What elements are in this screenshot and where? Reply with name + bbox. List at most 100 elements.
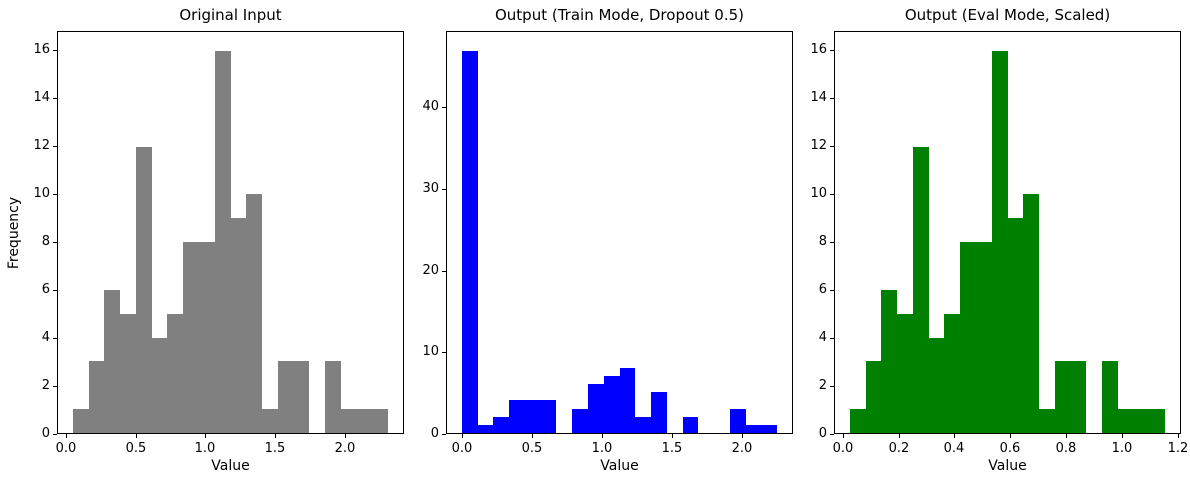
x-tick-label: 0.6 xyxy=(999,441,1021,456)
y-tick-mark xyxy=(442,189,446,190)
x-tick-label: 0.4 xyxy=(943,441,965,456)
x-tick-label: 1.0 xyxy=(591,441,613,456)
y-tick-label: 14 xyxy=(33,90,50,105)
histogram-bar xyxy=(929,338,944,433)
histogram-bar xyxy=(509,400,525,433)
x-tick-mark xyxy=(954,434,955,438)
y-tick-label: 8 xyxy=(41,234,50,249)
x-tick-label: 0.2 xyxy=(888,441,910,456)
y-tick-label: 0 xyxy=(41,426,50,441)
y-tick-label: 20 xyxy=(422,263,439,278)
y-tick-mark xyxy=(53,194,57,195)
x-tick-mark xyxy=(602,434,603,438)
histogram-bar xyxy=(478,425,493,433)
x-tick-label: 0.0 xyxy=(832,441,854,456)
histogram-bar xyxy=(572,409,588,433)
histogram-bar xyxy=(850,409,866,433)
x-tick-label: 0.0 xyxy=(451,441,473,456)
histogram-bar xyxy=(183,242,199,433)
histogram-bar xyxy=(167,314,183,433)
y-tick-label: 6 xyxy=(41,282,50,297)
y-tick-label: 16 xyxy=(810,42,827,57)
x-tick-mark xyxy=(136,434,137,438)
histogram-bar xyxy=(294,361,309,433)
x-tick-mark xyxy=(1010,434,1011,438)
x-tick-mark xyxy=(345,434,346,438)
histogram-bar xyxy=(651,392,667,433)
y-tick-mark xyxy=(830,338,834,339)
histogram-bar xyxy=(525,400,541,433)
chart-title: Original Input xyxy=(179,6,282,24)
histogram-bar xyxy=(541,400,556,433)
x-tick-label: 0.8 xyxy=(1055,441,1077,456)
y-tick-mark xyxy=(53,338,57,339)
y-tick-mark xyxy=(442,434,446,435)
x-tick-label: 1.5 xyxy=(264,441,286,456)
histogram-bar xyxy=(881,290,897,433)
x-tick-mark xyxy=(205,434,206,438)
histogram-bar xyxy=(325,361,341,433)
histogram-bar xyxy=(199,242,215,433)
y-tick-mark xyxy=(53,386,57,387)
y-tick-mark xyxy=(830,194,834,195)
histogram-bar xyxy=(246,194,262,433)
histogram-bar xyxy=(120,314,136,433)
y-tick-mark xyxy=(830,50,834,51)
histogram-bar xyxy=(73,409,89,433)
x-axis-label: Value xyxy=(211,458,250,474)
y-tick-label: 4 xyxy=(41,330,50,345)
x-axis-label: Value xyxy=(988,458,1027,474)
y-tick-label: 8 xyxy=(818,234,827,249)
y-tick-mark xyxy=(830,146,834,147)
y-tick-label: 4 xyxy=(818,330,827,345)
x-tick-mark xyxy=(462,434,463,438)
histogram-bar xyxy=(897,314,913,433)
y-tick-label: 6 xyxy=(818,282,827,297)
y-tick-mark xyxy=(830,290,834,291)
histogram-bar xyxy=(746,425,761,433)
histogram-bar xyxy=(588,384,604,433)
x-tick-label: 0.5 xyxy=(125,441,147,456)
chart-title: Output (Train Mode, Dropout 0.5) xyxy=(494,6,745,24)
y-tick-mark xyxy=(53,242,57,243)
x-tick-label: 1.0 xyxy=(1111,441,1133,456)
y-tick-label: 2 xyxy=(41,378,50,393)
histogram-bar xyxy=(1118,409,1134,433)
y-tick-mark xyxy=(53,146,57,147)
histogram-bar xyxy=(262,409,278,433)
histogram-bar xyxy=(1008,218,1023,433)
x-tick-mark xyxy=(66,434,67,438)
histogram-bar xyxy=(231,218,246,433)
plot-area xyxy=(834,31,1181,434)
histogram-bar xyxy=(1149,409,1165,433)
histogram-bar xyxy=(944,314,960,433)
histogram-bar xyxy=(152,338,167,433)
plot-area xyxy=(446,31,793,434)
y-tick-mark xyxy=(53,50,57,51)
x-tick-label: 1.5 xyxy=(661,441,683,456)
histogram-bar xyxy=(761,425,777,433)
x-tick-label: 0.5 xyxy=(521,441,543,456)
histogram-bar xyxy=(278,361,294,433)
histogram-bar xyxy=(104,290,120,433)
histogram-bar xyxy=(604,376,620,433)
histogram-bar xyxy=(866,361,881,433)
y-tick-label: 0 xyxy=(430,426,439,441)
y-tick-mark xyxy=(442,107,446,108)
chart-title: Output (Eval Mode, Scaled) xyxy=(904,6,1111,24)
x-tick-mark xyxy=(672,434,673,438)
histogram-bar xyxy=(730,409,746,433)
y-tick-label: 10 xyxy=(810,186,827,201)
x-tick-mark xyxy=(843,434,844,438)
y-tick-label: 12 xyxy=(810,138,827,153)
histogram-bar xyxy=(462,51,478,433)
x-tick-mark xyxy=(899,434,900,438)
x-tick-label: 2.0 xyxy=(731,441,753,456)
y-tick-mark xyxy=(53,98,57,99)
x-tick-mark xyxy=(1066,434,1067,438)
x-tick-label: 0.0 xyxy=(55,441,77,456)
y-tick-label: 10 xyxy=(33,186,50,201)
